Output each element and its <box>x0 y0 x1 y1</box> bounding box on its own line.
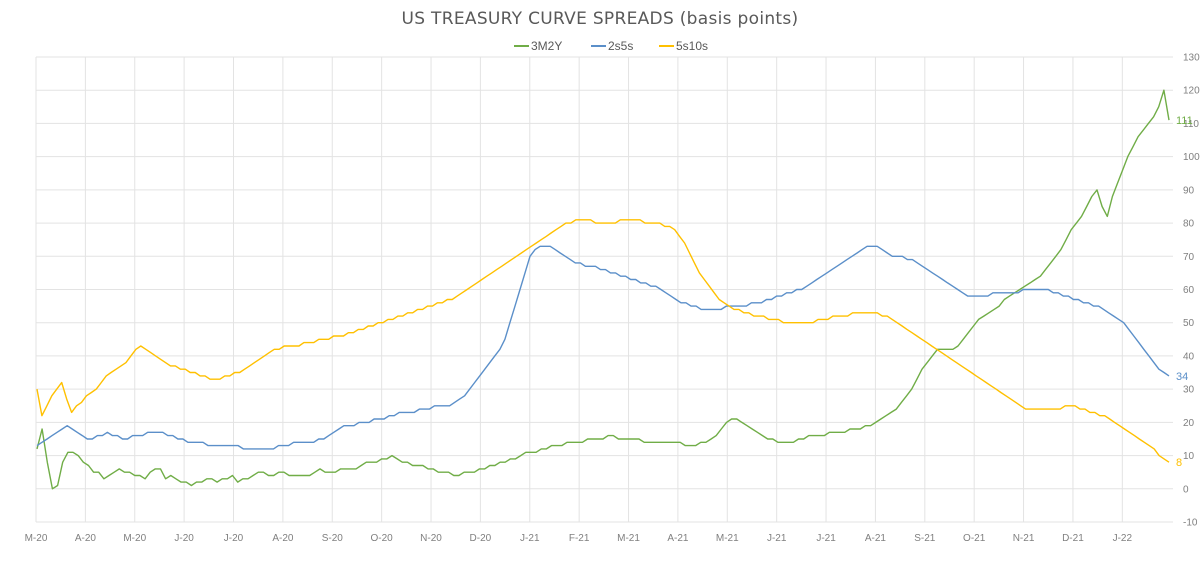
y-tick-label: 120 <box>1183 86 1200 97</box>
end-label-3m2y: 111 <box>1176 115 1193 127</box>
legend-label: 5s10s <box>676 39 708 53</box>
x-tick-label: M-20 <box>25 533 48 544</box>
x-tick-label: D-21 <box>1062 533 1084 544</box>
end-label-2s5s: 34 <box>1176 371 1188 383</box>
gridlines <box>35 56 1173 523</box>
y-tick-label: 60 <box>1183 285 1195 296</box>
x-axis-ticks: M-20 A-20 M-20 J-20 J-20 A-20 S-20 O-20 N-20 D-20… <box>25 533 1133 544</box>
x-tick-label: M-21 <box>716 533 739 544</box>
x-tick-label: N-21 <box>1013 533 1035 544</box>
y-tick-label: 70 <box>1183 252 1195 263</box>
x-tick-label: M-20 <box>123 533 146 544</box>
legend: 3M2Y 2s5s 5s10s <box>514 39 708 53</box>
legend-label: 2s5s <box>608 39 633 53</box>
series-end-labels: 111 34 8 <box>1176 115 1193 469</box>
x-tick-label: A-21 <box>667 533 689 544</box>
y-axis-ticks: -10 0 10 20 30 40 50 60 70 80 90 100 110 120 130 <box>1183 53 1200 529</box>
x-tick-label: J-21 <box>767 533 787 544</box>
y-tick-label: 30 <box>1183 385 1195 396</box>
legend-label: 3M2Y <box>531 39 562 53</box>
y-tick-label: 90 <box>1183 185 1195 196</box>
x-tick-label: F-21 <box>569 533 590 544</box>
series-lines <box>36 89 1170 490</box>
y-tick-label: 110 <box>1183 119 1199 130</box>
x-tick-label: J-21 <box>816 533 836 544</box>
y-tick-label: 80 <box>1183 219 1195 230</box>
x-tick-label: M-21 <box>617 533 640 544</box>
end-label-5s10s: 8 <box>1176 457 1182 469</box>
x-tick-label: J-21 <box>520 533 540 544</box>
y-tick-label: 10 <box>1183 451 1195 462</box>
chart-title: US TREASURY CURVE SPREADS (basis points) <box>402 9 799 29</box>
x-tick-label: J-20 <box>174 533 194 544</box>
x-tick-label: O-21 <box>963 533 986 544</box>
x-tick-label: O-20 <box>371 533 394 544</box>
x-tick-label: S-21 <box>914 533 936 544</box>
x-tick-label: A-20 <box>75 533 97 544</box>
y-tick-label: 40 <box>1183 351 1195 362</box>
y-tick-label: 0 <box>1183 484 1189 495</box>
x-tick-label: J-22 <box>1113 533 1133 544</box>
series-line-5s10s <box>36 219 1170 463</box>
x-tick-label: N-20 <box>420 533 442 544</box>
x-tick-label: A-21 <box>865 533 887 544</box>
x-tick-label: S-20 <box>322 533 344 544</box>
y-tick-label: -10 <box>1183 518 1198 529</box>
x-tick-label: J-20 <box>224 533 244 544</box>
series-line-2s5s <box>36 245 1170 450</box>
y-tick-label: 50 <box>1183 318 1195 329</box>
y-tick-label: 100 <box>1183 152 1200 163</box>
y-tick-label: 20 <box>1183 418 1195 429</box>
series-line-3m2y <box>36 89 1170 490</box>
x-tick-label: A-20 <box>272 533 294 544</box>
y-tick-label: 130 <box>1183 53 1200 64</box>
x-tick-label: D-20 <box>470 533 492 544</box>
